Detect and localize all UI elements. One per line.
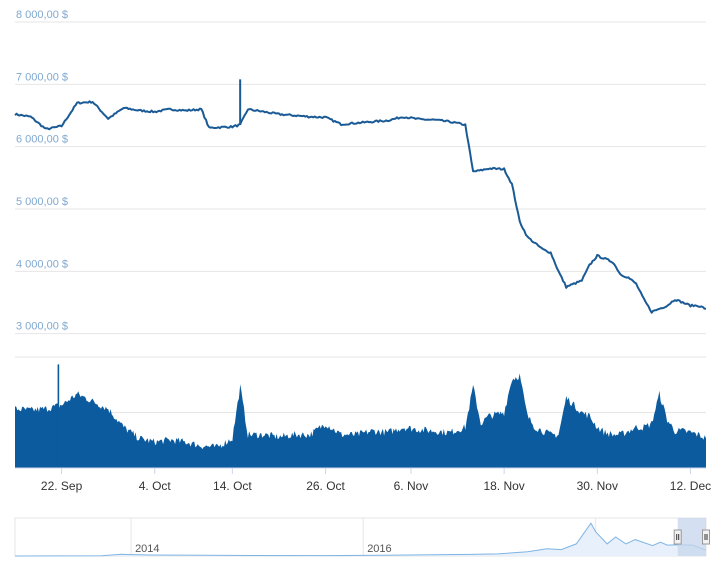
- x-tick-label: 4. Oct: [139, 479, 172, 493]
- price-y-tick-label: 8 000,00 $: [16, 9, 68, 21]
- price-y-tick-label: 7 000,00 $: [16, 71, 68, 83]
- price-y-tick-label: 5 000,00 $: [16, 196, 68, 208]
- navigator-left-handle[interactable]: [673, 529, 682, 545]
- price-y-tick-label: 3 000,00 $: [16, 321, 68, 333]
- x-axis: 22. Sep 4. Oct 14. Oct 26. Oct 6. Nov 18. Nov…: [15, 467, 711, 493]
- price-series: [14, 79, 707, 314]
- navigator-year-label: 2014: [135, 543, 159, 555]
- x-tick-label: 6. Nov: [394, 479, 429, 493]
- navigator[interactable]: 201420162018: [14, 517, 710, 557]
- volume-series: [15, 364, 706, 468]
- navigator-right-handle[interactable]: [702, 529, 710, 545]
- x-tick-label: 12. Dec: [670, 479, 711, 493]
- volume-area: [15, 373, 706, 468]
- price-line: [14, 100, 707, 314]
- volume-grid: [15, 356, 706, 413]
- navigator-line: [14, 522, 707, 557]
- x-tick-label: 18. Nov: [483, 479, 524, 493]
- price-y-tick-label: 4 000,00 $: [16, 258, 68, 270]
- navigator-year-label: 2016: [367, 543, 391, 555]
- price-y-tick-label: 6 000,00 $: [16, 134, 68, 146]
- x-tick-label: 22. Sep: [41, 479, 83, 493]
- volume-spike: [57, 364, 60, 468]
- x-tick-label: 30. Nov: [577, 479, 618, 493]
- price-y-axis: 3 000,00 $ 4 000,00 $ 5 000,00 $ 6 000,00 $…: [16, 9, 68, 333]
- x-tick-label: 26. Oct: [306, 479, 345, 493]
- x-tick-label: 14. Oct: [213, 479, 252, 493]
- navigator-selection[interactable]: [677, 518, 706, 556]
- price-grid: [15, 21, 706, 335]
- navigator-area: [15, 523, 706, 556]
